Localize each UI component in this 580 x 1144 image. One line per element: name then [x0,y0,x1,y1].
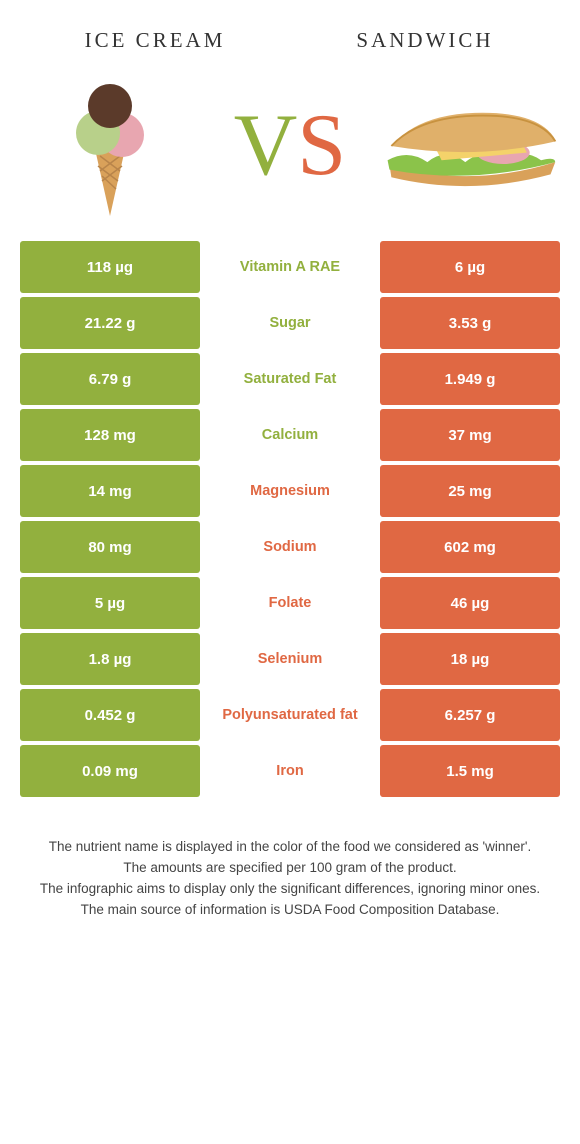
vs-s: S [297,97,346,194]
left-value-cell: 6.79 g [20,353,200,405]
nutrient-label-cell: Magnesium [200,465,380,517]
table-row: 14 mgMagnesium25 mg [20,465,560,517]
left-value-cell: 5 µg [20,577,200,629]
vs-label: VS [220,102,360,190]
footer-line-3: The infographic aims to display only the… [30,879,550,900]
comparison-table: 118 µgVitamin A RAE6 µg21.22 gSugar3.53 … [20,241,560,797]
ice-cream-icon [20,71,200,221]
right-value-cell: 6 µg [380,241,560,293]
left-value-cell: 21.22 g [20,297,200,349]
right-value-cell: 1.5 mg [380,745,560,797]
right-value-cell: 25 mg [380,465,560,517]
nutrient-label-cell: Polyunsaturated fat [200,689,380,741]
nutrient-label-cell: Sodium [200,521,380,573]
left-value-cell: 80 mg [20,521,200,573]
right-value-cell: 3.53 g [380,297,560,349]
footer-line-1: The nutrient name is displayed in the co… [30,837,550,858]
footer-notes: The nutrient name is displayed in the co… [30,837,550,921]
table-row: 0.452 gPolyunsaturated fat6.257 g [20,689,560,741]
footer-line-2: The amounts are specified per 100 gram o… [30,858,550,879]
left-value-cell: 14 mg [20,465,200,517]
left-value-cell: 0.452 g [20,689,200,741]
table-row: 118 µgVitamin A RAE6 µg [20,241,560,293]
table-row: 128 mgCalcium37 mg [20,409,560,461]
left-value-cell: 0.09 mg [20,745,200,797]
table-row: 6.79 gSaturated Fat1.949 g [20,353,560,405]
nutrient-label-cell: Vitamin A RAE [200,241,380,293]
left-value-cell: 118 µg [20,241,200,293]
nutrient-label-cell: Folate [200,577,380,629]
right-value-cell: 6.257 g [380,689,560,741]
sandwich-icon [380,71,560,221]
table-row: 0.09 mgIron1.5 mg [20,745,560,797]
vs-v: V [234,97,298,194]
right-value-cell: 37 mg [380,409,560,461]
nutrient-label-cell: Sugar [200,297,380,349]
right-value-cell: 602 mg [380,521,560,573]
title-left: ICE CREAM [20,28,290,53]
titles-row: ICE CREAM SANDWICH [0,0,580,63]
table-row: 1.8 µgSelenium18 µg [20,633,560,685]
nutrient-label-cell: Selenium [200,633,380,685]
table-row: 80 mgSodium602 mg [20,521,560,573]
nutrient-label-cell: Calcium [200,409,380,461]
right-value-cell: 18 µg [380,633,560,685]
table-row: 21.22 gSugar3.53 g [20,297,560,349]
nutrient-label-cell: Saturated Fat [200,353,380,405]
left-value-cell: 128 mg [20,409,200,461]
right-value-cell: 1.949 g [380,353,560,405]
table-row: 5 µgFolate46 µg [20,577,560,629]
right-value-cell: 46 µg [380,577,560,629]
footer-line-4: The main source of information is USDA F… [30,900,550,921]
nutrient-label-cell: Iron [200,745,380,797]
left-value-cell: 1.8 µg [20,633,200,685]
title-right: SANDWICH [290,28,560,53]
hero-row: VS [0,63,580,241]
